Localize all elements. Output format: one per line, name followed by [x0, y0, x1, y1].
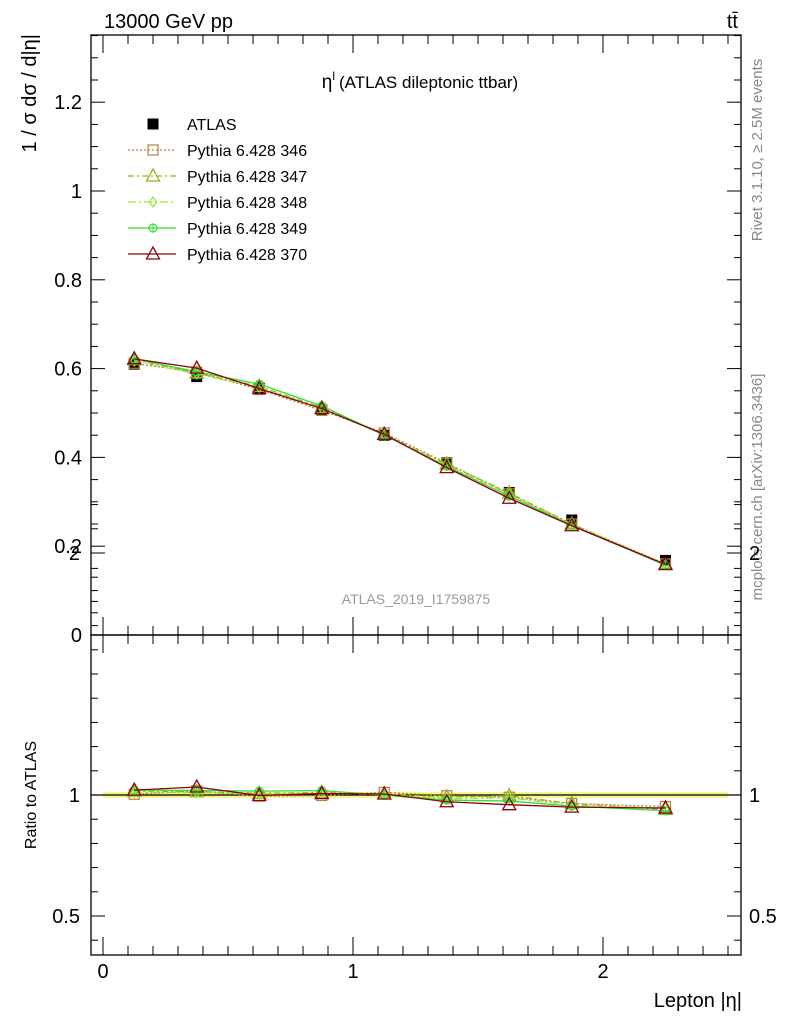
ratio-series-4-point: [439, 793, 455, 808]
ratio-series-4-point: [251, 787, 267, 802]
source-label: mcplots.cern.ch [arXiv:1306.3436]: [749, 374, 766, 601]
main-title-superscript: l: [332, 69, 335, 83]
legend-entry: Pythia 6.428 346: [128, 143, 307, 160]
series-5-point: [376, 425, 392, 440]
legend-entry: ATLAS: [147, 117, 237, 134]
rivet-version-label: Rivet 3.1.10, ≥ 2.5M events: [749, 59, 766, 242]
series-2-line: [134, 359, 666, 566]
main-y-axis-title: 1 / σ dσ / d|η|: [19, 34, 41, 152]
main-y-tick-label: 1: [71, 181, 82, 203]
ratio-y-tick-label-left: 1: [69, 785, 80, 807]
series-5-point: [314, 400, 330, 415]
series-5-point: [439, 459, 455, 474]
legend-label: ATLAS: [187, 117, 237, 134]
legend-marker: [147, 144, 159, 156]
legend-entry: Pythia 6.428 349: [128, 221, 307, 238]
series-5-point: [189, 359, 205, 374]
legend-marker: [145, 167, 161, 182]
main-y-tick-label: 1.2: [54, 92, 82, 114]
series-5-point: [251, 380, 267, 395]
series-3-line: [134, 360, 666, 566]
main-series: [126, 350, 674, 571]
legend-label: Pythia 6.428 349: [187, 221, 307, 238]
ratio-series-4-point: [376, 785, 392, 800]
ratio-y-tick-label-left: 0.5: [52, 906, 80, 928]
series-4-line: [134, 358, 666, 566]
axes: 0 0.2 0.4 0.6 0.8 1 1.2 0.5 0.5 1 1 2 2 0 1 2: [52, 34, 777, 983]
ratio-series-4-point: [657, 799, 674, 814]
ratio-y-tick-label-right: 1: [749, 785, 760, 807]
legend-label: Pythia 6.428 370: [187, 247, 307, 264]
ratio-series: [126, 778, 674, 816]
ratio-series-0-line: [134, 790, 666, 808]
series-5-line: [134, 358, 666, 566]
legend-marker: [147, 118, 159, 130]
process-label: tt̄: [727, 11, 739, 33]
legend-entry: Pythia 6.428 370: [128, 245, 307, 264]
main-y-tick-label: 0: [71, 625, 82, 647]
legend-label: Pythia 6.428 346: [187, 143, 307, 160]
series-1-line: [134, 362, 666, 565]
ratio-series-4-point: [314, 785, 330, 800]
x-axis-title: Lepton |η|: [654, 990, 742, 1012]
legend-label: Pythia 6.428 348: [187, 195, 307, 212]
main-y-tick-label: 0.8: [54, 270, 82, 292]
energy-label: 13000 GeV pp: [104, 11, 233, 33]
ratio-y-axis-title: Ratio to ATLAS: [23, 741, 40, 849]
series-5-point: [657, 556, 674, 571]
series-5-point: [564, 517, 580, 532]
x-tick-label: 0: [97, 961, 108, 983]
series-5-point: [126, 350, 142, 365]
ratio-y-tick-label-left: 2: [69, 543, 80, 565]
legend-entry: Pythia 6.428 347: [128, 167, 307, 186]
legend-marker: [148, 195, 158, 209]
ratio-series-4-point: [189, 778, 205, 793]
main-y-tick-label: 0.4: [54, 447, 82, 469]
legend-marker: [148, 223, 158, 233]
ratio-series-4-line: [134, 786, 666, 809]
legend-label: Pythia 6.428 347: [187, 169, 307, 186]
x-tick-label: 2: [597, 961, 608, 983]
main-title-symbol: η: [322, 72, 333, 93]
legend-entry: Pythia 6.428 348: [128, 195, 307, 212]
main-title-rest: (ATLAS dileptonic ttbar): [339, 73, 518, 92]
legend-marker: [145, 245, 161, 260]
main-y-tick-label: 0.2: [54, 536, 82, 558]
series-5-point: [501, 489, 517, 504]
ratio-series-4-point: [501, 796, 517, 811]
ratio-series-2-line: [134, 791, 666, 809]
ratio-series-4-point: [126, 781, 142, 796]
ratio-y-tick-label-right: 2: [749, 543, 760, 565]
legend: ATLAS Pythia 6.428 346 Pythia 6.428 347 Pyt…: [128, 117, 307, 264]
main-y-tick-label: 0.6: [54, 359, 82, 381]
analysis-label: ATLAS_2019_I1759875: [342, 591, 491, 607]
x-tick-label: 1: [347, 961, 358, 983]
ratio-y-tick-label-right: 0.5: [749, 906, 777, 928]
main-title: ηl (ATLAS dileptonic ttbar): [322, 69, 518, 93]
ratio-series-4-point: [564, 798, 580, 813]
